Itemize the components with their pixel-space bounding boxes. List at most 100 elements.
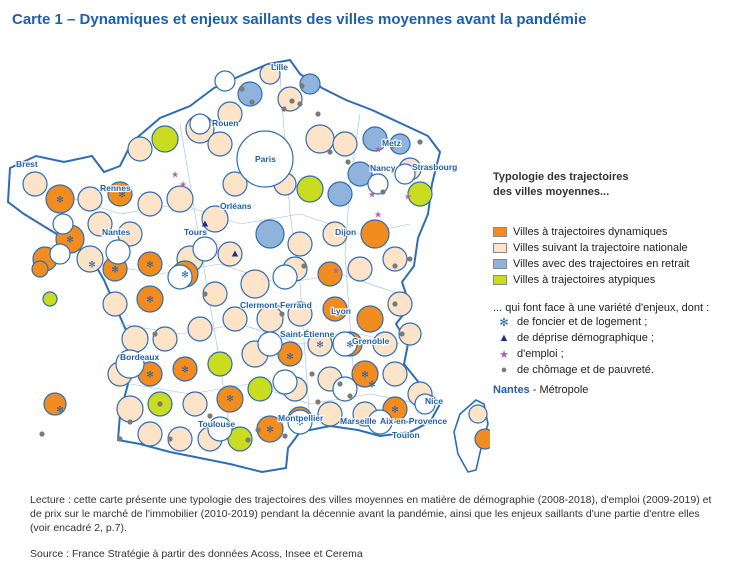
city-zone — [136, 285, 164, 313]
city-label: Nantes — [102, 227, 131, 237]
city-zone — [152, 326, 178, 352]
enjeux-markers: ★ ★★ ★★★★✻ ✻✻✻ ✻✻✻✻ ★✻ ✻✻✻✻✻✻✻✻✻✻✻★ — [39, 83, 423, 443]
city-zone — [299, 73, 321, 95]
metropole-zone — [49, 243, 71, 265]
city-zone — [42, 291, 58, 307]
metropole-zone — [394, 163, 416, 185]
city-zone — [362, 126, 388, 152]
dot-icon — [407, 256, 413, 262]
city-label: Nice — [425, 396, 443, 406]
city-zone — [468, 404, 488, 424]
city-zone — [137, 251, 163, 277]
city-zone — [240, 269, 270, 299]
dot-icon — [39, 431, 45, 437]
city-zone — [217, 101, 243, 127]
city-zone — [137, 421, 163, 447]
city-zone — [347, 256, 373, 282]
asterisk-icon: ✻ — [391, 405, 399, 415]
city-zone — [107, 181, 133, 207]
enjeu-foncier: ✻ de foncier et de logement ; — [493, 314, 728, 330]
city-label: Bordeaux — [120, 352, 159, 362]
category-list: Villes à trajectoires dynamiques Villes … — [493, 224, 728, 288]
enjeu-chomage: ● de chômage et de pauvreté. — [493, 362, 728, 378]
star-icon: ★ — [404, 192, 412, 202]
metropole-zone — [214, 70, 236, 92]
city-zone — [217, 241, 243, 267]
metro-example: Nantes — [493, 384, 530, 396]
asterisk-icon: ✻ — [361, 370, 369, 380]
asterisk-icon: ✻ — [286, 352, 294, 362]
city-label: Metz — [382, 138, 401, 148]
city-zone — [76, 245, 104, 273]
metropole-zone — [167, 264, 193, 290]
enjeu-label-foncier: de foncier et de logement ; — [517, 316, 648, 328]
dot-icon — [249, 99, 255, 105]
legend-label-dynamiques: Villes à trajectoires dynamiques — [513, 226, 668, 238]
dot-icon — [239, 86, 245, 92]
city-zone — [277, 86, 303, 112]
asterisk-icon: ✻ — [316, 340, 324, 350]
swatch-nationale — [493, 243, 507, 253]
source-note: Source : France Stratégie à partir des d… — [30, 548, 363, 560]
legend-item-dynamiques: Villes à trajectoires dynamiques — [493, 224, 728, 240]
metro-legend: Nantes - Métropole — [493, 384, 728, 396]
city-zone — [382, 361, 408, 387]
city-zone — [216, 385, 244, 413]
metropole-zone — [272, 264, 298, 290]
star-icon: ★ — [332, 266, 340, 276]
city-zone — [347, 161, 373, 187]
city-zone — [207, 131, 233, 157]
legend-label-nationale: Villes suivant la trajectoire nationale — [513, 242, 688, 254]
asterisk-icon: ✻ — [56, 405, 64, 415]
dot-icon — [202, 291, 208, 297]
map-title: Carte 1 – Dynamiques et enjeux saillants… — [12, 11, 587, 28]
asterisk-icon: ✻ — [226, 394, 234, 404]
metropole-zone — [115, 349, 145, 379]
city-zone — [332, 131, 358, 157]
city-zone — [305, 124, 335, 154]
city-label: Lille — [271, 62, 288, 72]
dot-icon — [297, 101, 303, 107]
city-zone — [287, 301, 313, 327]
dot-icon — [245, 437, 251, 443]
dot-icon — [392, 263, 398, 269]
city-zone — [327, 181, 353, 207]
city-zone — [182, 391, 208, 417]
asterisk-icon: ✻ — [181, 365, 189, 375]
city-zone — [102, 291, 128, 317]
city-zone — [127, 136, 153, 162]
dot-icon — [207, 413, 213, 419]
city-zone — [201, 205, 229, 233]
dot-icon — [417, 139, 423, 145]
city-label: Montpellier — [278, 413, 324, 423]
metropole-zone — [52, 213, 74, 235]
dot-icon — [345, 159, 351, 165]
asterisk-icon: ✻ — [88, 260, 96, 270]
asterisk-icon: ✻ — [296, 418, 304, 428]
city-label: Saint-Étienne — [280, 329, 335, 339]
metropole-zone — [257, 331, 283, 357]
dot-icon — [315, 399, 321, 405]
star-icon: ★ — [374, 210, 382, 220]
triangle-icon: ▲ — [498, 332, 510, 344]
dot-icon — [127, 419, 133, 425]
city-label: Grenoble — [352, 336, 390, 346]
dot-icon — [255, 427, 261, 433]
asterisk-icon: ✻ — [266, 425, 274, 435]
city-zone — [317, 401, 343, 427]
enjeux-intro: ... qui font face à une variété d'enjeux… — [493, 302, 710, 314]
city-zone — [45, 184, 75, 214]
dot-icon — [301, 263, 307, 269]
city-label: Toulon — [392, 430, 420, 440]
city-label: Nancy — [370, 163, 396, 173]
city-zone — [407, 181, 433, 207]
city-zone — [287, 231, 313, 257]
swatch-atypiques — [493, 275, 507, 285]
asterisk-icon: ✻ — [66, 235, 74, 245]
metropole-zone — [332, 331, 358, 357]
swatch-retrait — [493, 259, 507, 269]
city-zone — [351, 360, 379, 388]
dot-icon — [399, 331, 405, 337]
metropole-zone — [192, 236, 218, 262]
enjeu-label-deprise: de déprise démographique ; — [517, 332, 654, 344]
